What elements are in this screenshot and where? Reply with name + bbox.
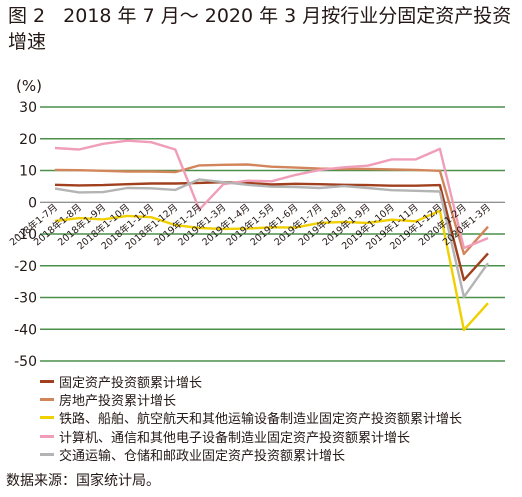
grid-lines — [40, 106, 505, 362]
line-chart: (%) 30 20 10 0 -10 -20 -30 -40 -50 2018年1-7月2018… — [7, 77, 505, 370]
y-tick-label: -10 — [14, 227, 37, 243]
series-line — [54, 163, 489, 256]
legend-label: 房地产投资累计增长 — [59, 394, 177, 410]
series-lines — [54, 139, 489, 332]
chart-title: 图 2 2018 年 7 月～ 2020 年 3 月按行业分固定资产投资增速 — [8, 3, 518, 55]
y-tick-label: 0 — [28, 195, 37, 211]
figure-label: 图 2 — [8, 5, 46, 27]
legend-item: 房地产投资累计增长 — [40, 390, 520, 410]
series-line — [54, 178, 489, 299]
y-tick-label: 30 — [19, 100, 37, 116]
legend-swatch — [40, 379, 54, 383]
y-tick-label: -40 — [14, 322, 37, 338]
series-line — [54, 180, 489, 282]
legend-item: 铁路、船舶、航空航天和其他运输设备制造业固定资产投资额累计增长 — [40, 409, 520, 427]
series-line — [54, 139, 489, 250]
y-tick-label: 10 — [19, 164, 37, 180]
legend-label: 计算机、通信和其他电子设备制造业固定资产投资额累计增长 — [59, 430, 411, 446]
legend-swatch — [40, 398, 54, 402]
y-tick-label: -20 — [14, 259, 37, 275]
legend-item: 交通运输、仓储和邮政业固定资产投资额累计增长 — [40, 446, 520, 464]
legend-item: 计算机、通信和其他电子设备制造业固定资产投资额累计增长 — [40, 427, 520, 446]
legend-label: 固定资产投资额累计增长 — [59, 375, 203, 391]
legend-swatch — [40, 416, 54, 420]
series-line — [54, 209, 489, 332]
legend-swatch — [40, 434, 54, 438]
y-tick-label: -50 — [14, 354, 37, 370]
legend-label: 交通运输、仓储和邮政业固定资产投资额累计增长 — [59, 449, 346, 465]
source-note: 数据来源：国家统计局。 — [6, 473, 160, 489]
chart-title-text: 2018 年 7 月～ 2020 年 3 月按行业分固定资产投资增速 — [8, 5, 512, 53]
legend-swatch — [40, 453, 54, 457]
y-axis-ticks: 30 20 10 0 -10 -20 -30 -40 -50 — [14, 100, 37, 370]
legend-item: 固定资产投资额累计增长 — [40, 372, 520, 391]
legend-label: 铁路、船舶、航空航天和其他运输设备制造业固定资产投资额累计增长 — [59, 412, 463, 428]
x-axis-ticks: 2018年1-7月2018年1-8月2018年1-9月2018年1-10月201… — [7, 201, 493, 252]
unit-label: (%) — [16, 77, 42, 95]
y-tick-label: -30 — [14, 291, 37, 307]
y-tick-label: 20 — [19, 132, 37, 148]
legend: 固定资产投资额累计增长 房地产投资累计增长铁路、船舶、航空航天和其他运输设备制造业… — [40, 372, 520, 464]
